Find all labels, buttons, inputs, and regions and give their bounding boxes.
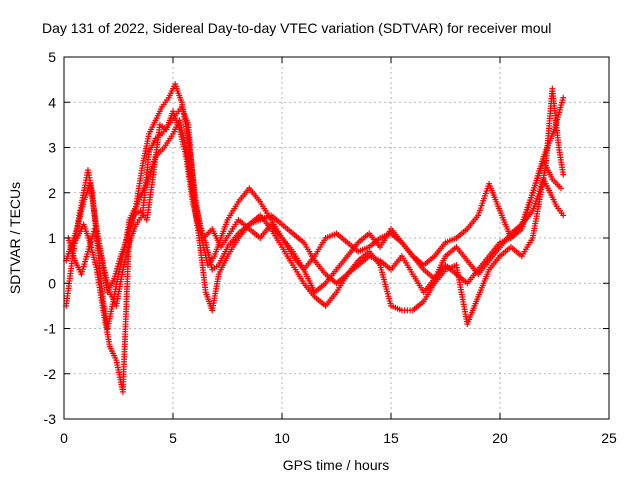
x-tick-label: 10 [274,430,290,446]
series-track-b [63,85,567,395]
x-axis-label: GPS time / hours [283,457,390,473]
data-point [560,212,567,219]
y-tick-label: -3 [44,411,57,427]
x-tick-label: 15 [383,430,399,446]
y-tick-label: 1 [48,230,56,246]
y-tick-label: 4 [48,94,56,110]
x-tick-label: 5 [169,430,177,446]
y-tick-label: 2 [48,185,56,201]
series-track-d [67,103,565,309]
x-tick-label: 0 [60,430,68,446]
data-points [63,81,567,395]
x-tick-label: 25 [601,430,617,446]
data-point [560,171,567,178]
y-axis-label: SDTVAR / TECUs [7,182,23,294]
x-tick-label: 20 [492,430,508,446]
y-tick-label: -2 [44,366,57,382]
y-tick-label: -1 [44,321,57,337]
data-point [558,185,565,192]
chart-title: Day 131 of 2022, Sidereal Day-to-day VTE… [42,20,551,36]
grid [64,57,609,419]
y-tick-label: 5 [48,49,56,65]
y-tick-label: 0 [48,275,56,291]
y-tick-label: 3 [48,140,56,156]
data-point [560,94,567,101]
axis-ticks: -3 -2 -1 0 1 2 3 4 5 0 5 10 15 20 25 [44,49,617,446]
